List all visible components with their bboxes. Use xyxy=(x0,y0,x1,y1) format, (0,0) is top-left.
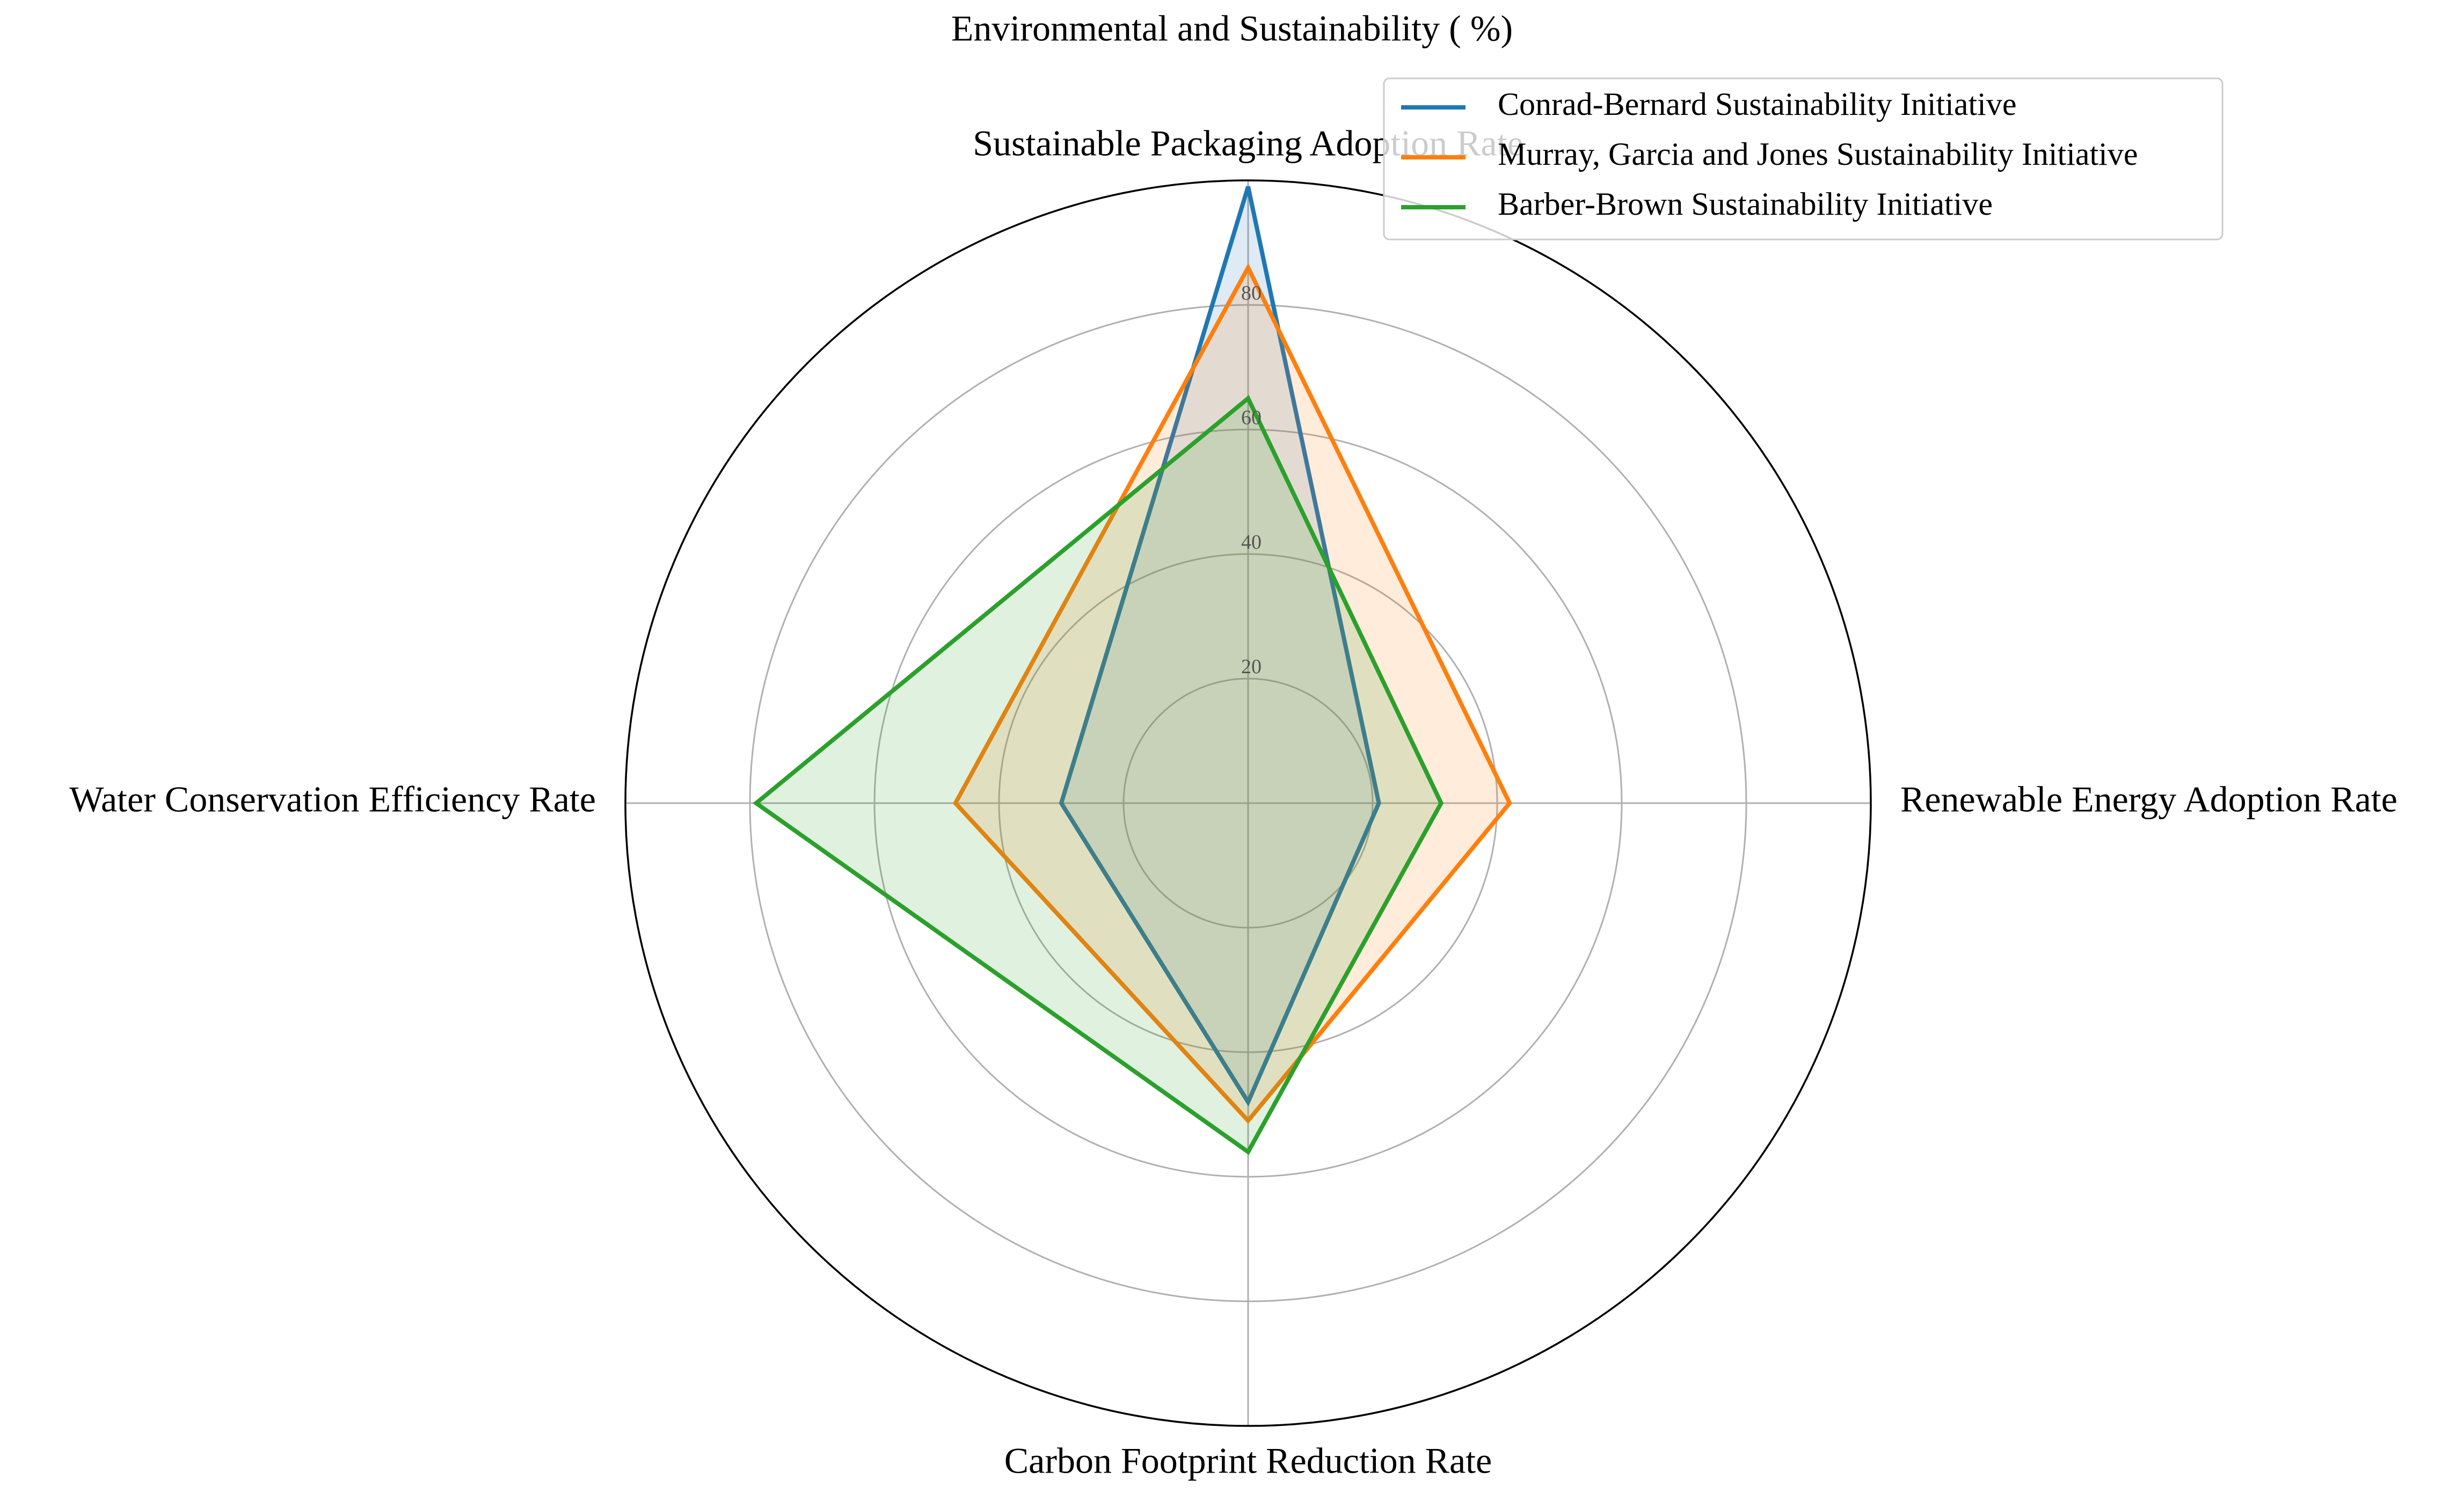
series-area-2 xyxy=(955,267,1510,1121)
category-label: Water Conservation Efficiency Rate xyxy=(69,779,596,820)
radial-tick-label: 80 xyxy=(1241,282,1262,304)
chart-title: Environmental and Sustainability ( %) xyxy=(951,8,1513,49)
series-line-2 xyxy=(952,263,1512,1124)
legend-label-2: Murray, Garcia and Jones Sustainability … xyxy=(1498,136,2138,172)
chart-legend: Conrad-Bernard Sustainability Initiative… xyxy=(1383,77,2224,241)
legend-label-3: Barber-Brown Sustainability Initiative xyxy=(1498,186,1993,222)
legend-box xyxy=(1383,77,2224,241)
category-label: Renewable Energy Adoption Rate xyxy=(1900,779,2397,820)
radial-tick-label: 20 xyxy=(1241,656,1262,678)
category-label: Carbon Footprint Reduction Rate xyxy=(1004,1440,1492,1481)
radar-grid xyxy=(624,179,1872,1427)
series-line-1 xyxy=(1059,186,1381,1107)
series-area-1 xyxy=(1061,186,1379,1102)
radar-series-layer: 20 40 60 80 xyxy=(753,186,1512,1155)
legend-label-1: Conrad-Bernard Sustainability Initiative xyxy=(1498,86,2016,122)
series-area-3 xyxy=(756,398,1441,1152)
radial-tick-label: 60 xyxy=(1241,406,1262,429)
radar-axis-labels: Sustainable Packaging Adoption RateRenew… xyxy=(69,123,2397,1481)
radial-tick-label: 40 xyxy=(1241,531,1262,553)
series-line-3 xyxy=(753,395,1444,1155)
polar-frame xyxy=(624,179,1872,1427)
